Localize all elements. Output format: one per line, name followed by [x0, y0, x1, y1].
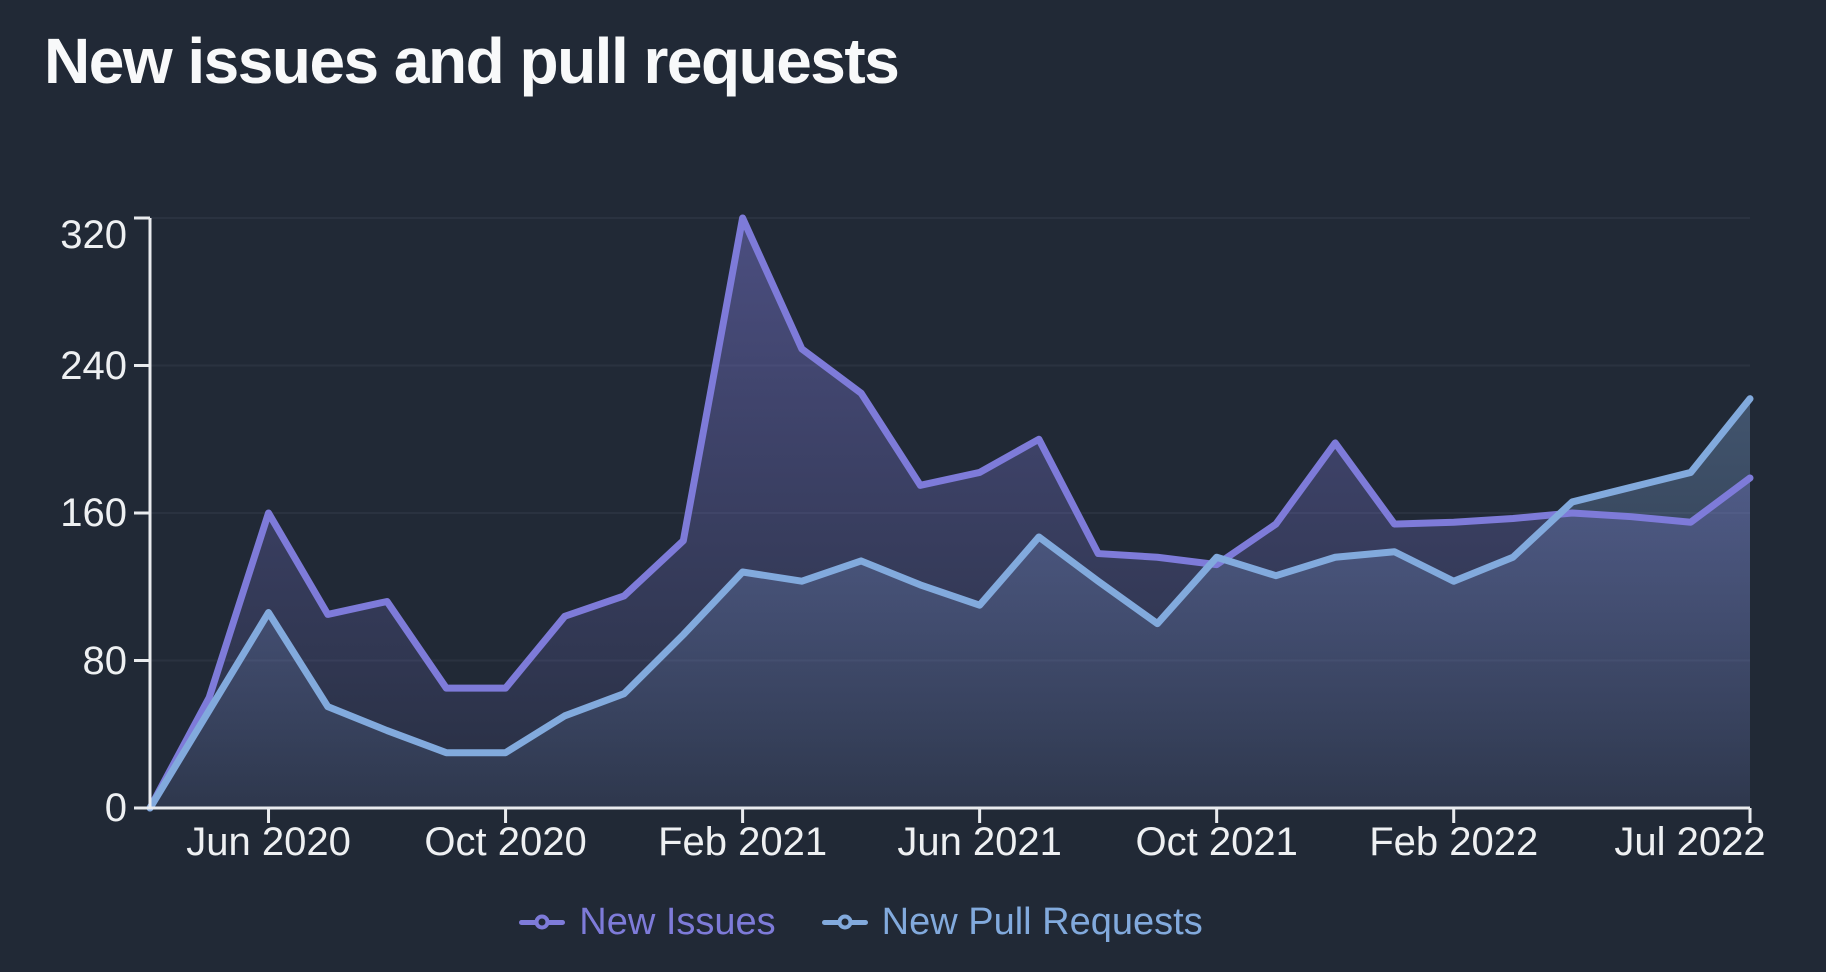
y-tick-label: 0 — [104, 786, 127, 830]
legend-label: New Issues — [579, 901, 776, 943]
page-title: New issues and pull requests — [44, 25, 900, 97]
legend-item-new-issues[interactable]: New Issues — [519, 901, 776, 943]
x-tick-label: Oct 2021 — [1135, 820, 1298, 864]
new-issues-line-dot-icon — [519, 914, 566, 930]
legend-item-new-pull-requests[interactable]: New Pull Requests — [821, 901, 1203, 943]
x-tick-label: Oct 2020 — [424, 820, 587, 864]
x-tick-label: Jun 2020 — [186, 820, 351, 864]
y-tick-label: 320 — [60, 213, 127, 257]
new-pull-requests-line-dot-icon — [821, 914, 868, 930]
legend-label: New Pull Requests — [881, 901, 1203, 943]
y-tick-label: 160 — [60, 491, 127, 535]
x-tick-label: Feb 2022 — [1369, 820, 1539, 864]
y-tick-label: 240 — [60, 343, 127, 388]
chart-legend: New Issues New Pull Requests — [0, 903, 1774, 941]
x-tick-label: Feb 2021 — [658, 820, 828, 864]
x-tick-label: Jul 2022 — [1614, 820, 1766, 864]
y-tick-label: 80 — [82, 638, 128, 683]
x-tick-label: Jun 2021 — [897, 820, 1062, 864]
